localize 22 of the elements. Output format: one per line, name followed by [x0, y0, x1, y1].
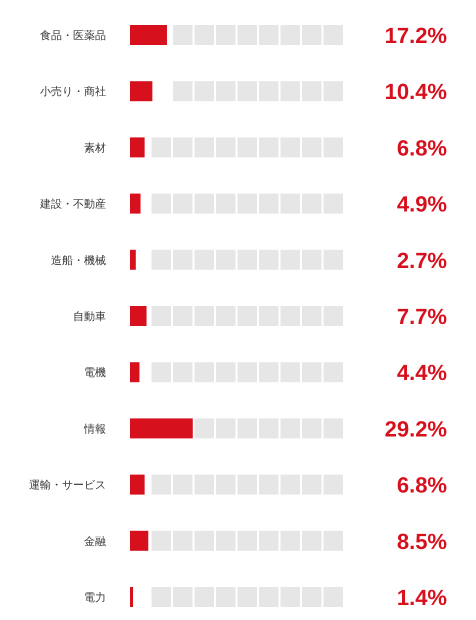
data-label: 10.4% [384, 79, 447, 104]
data-label: 2.7% [396, 248, 447, 273]
y-tick-label: 電機 [84, 366, 106, 380]
y-tick-label: 建設・不動産 [39, 198, 106, 211]
data-label: 8.5% [396, 528, 447, 554]
data-label: 29.2% [384, 416, 447, 442]
y-tick-label: 素材 [84, 141, 106, 154]
data-label: 4.9% [396, 192, 447, 217]
data-label: 6.8% [396, 135, 447, 160]
y-tick-label: 電力 [84, 591, 106, 604]
y-tick-label: 情報 [83, 422, 106, 436]
data-label: 6.8% [396, 472, 447, 498]
y-tick-label: 運輸・サービス [29, 478, 106, 492]
data-label: 1.4% [396, 585, 447, 610]
y-tick-label: 小売り・商社 [40, 85, 106, 98]
data-label: 4.4% [396, 360, 447, 386]
y-tick-label: 自動車 [73, 310, 106, 323]
y-tick-label: 食品・医薬品 [40, 29, 106, 42]
y-tick-label: 造船・機械 [51, 254, 106, 267]
data-label: 17.2% [384, 23, 447, 48]
y-tick-label: 金融 [84, 534, 106, 548]
data-label: 7.7% [396, 304, 447, 329]
